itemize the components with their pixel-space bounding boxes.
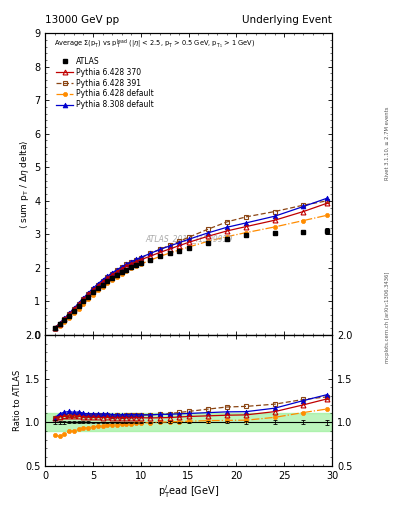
- Bar: [45, 414, 332, 431]
- X-axis label: p$_\mathrm{T}^{l}$ead [GeV]: p$_\mathrm{T}^{l}$ead [GeV]: [158, 483, 219, 500]
- Text: Rivet 3.1.10, ≥ 2.7M events: Rivet 3.1.10, ≥ 2.7M events: [385, 106, 389, 180]
- Text: Underlying Event: Underlying Event: [242, 14, 332, 25]
- Legend: ATLAS, Pythia 6.428 370, Pythia 6.428 391, Pythia 6.428 default, Pythia 8.308 de: ATLAS, Pythia 6.428 370, Pythia 6.428 39…: [55, 55, 155, 111]
- Y-axis label: Ratio to ATLAS: Ratio to ATLAS: [13, 370, 22, 431]
- Text: ATLAS_2017_I1509919: ATLAS_2017_I1509919: [145, 234, 232, 243]
- Y-axis label: $\langle$ sum p$_\mathrm{T}$ / $\Delta\eta$ delta$\rangle$: $\langle$ sum p$_\mathrm{T}$ / $\Delta\e…: [18, 139, 31, 229]
- Text: Average $\Sigma$(p$_\mathrm{T}$) vs p$_\mathrm{T}^{\rm lead}$ ($|\eta|$ < 2.5, p: Average $\Sigma$(p$_\mathrm{T}$) vs p$_\…: [54, 38, 255, 51]
- Text: mcplots.cern.ch [arXiv:1306.3436]: mcplots.cern.ch [arXiv:1306.3436]: [385, 272, 389, 363]
- Text: 13000 GeV pp: 13000 GeV pp: [45, 14, 119, 25]
